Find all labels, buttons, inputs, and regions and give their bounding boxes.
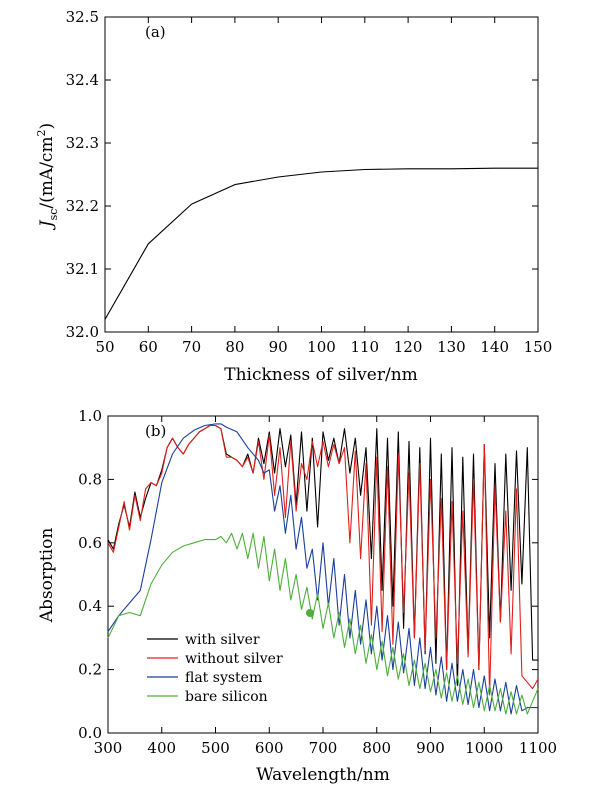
- panel-a-label: (a): [145, 23, 166, 41]
- panel-a-frame: [104, 16, 539, 333]
- y-tick-label: 0.2: [78, 661, 102, 679]
- legend: with silver without silver flat system bare…: [147, 632, 283, 705]
- x-tick-label: 800: [362, 739, 391, 757]
- x-tick-label: 600: [255, 739, 284, 757]
- x-tick-label: 130: [437, 338, 466, 356]
- panel-b-ticks: 300 400 500 600 700 800 900 1000 1100 0.0 0.2 0.4 0.…: [78, 407, 557, 757]
- x-tick-label: 120: [394, 338, 423, 356]
- panel-a-x-axis-label: Thickness of silver/nm: [224, 365, 418, 385]
- panel-a-plot-area: [104, 167, 538, 320]
- x-tick-label: 110: [350, 338, 379, 356]
- x-tick-label: 80: [225, 338, 244, 356]
- x-tick-label: 100: [307, 338, 336, 356]
- series-line-bare-silicon: [107, 532, 539, 715]
- legend-label: with silver: [185, 632, 260, 648]
- x-tick-label: 500: [201, 739, 230, 757]
- y-tick-label: 0.0: [78, 724, 102, 742]
- x-tick-label: 1100: [519, 739, 557, 757]
- x-tick-label: 150: [524, 338, 553, 356]
- y-tick-label: 0.6: [78, 534, 102, 552]
- x-tick-label: 50: [95, 338, 114, 356]
- legend-label: bare silicon: [185, 689, 268, 705]
- x-tick-label: 140: [480, 338, 509, 356]
- y-tick-label: 1.0: [78, 407, 102, 425]
- series-line-0: [104, 167, 538, 320]
- y-tick-label: 32.5: [66, 8, 99, 26]
- x-tick-label: 400: [147, 739, 176, 757]
- x-tick-label: 90: [269, 338, 288, 356]
- x-tick-label: 60: [139, 338, 158, 356]
- y-tick-label: 32.1: [66, 260, 99, 278]
- x-tick-label: 700: [309, 739, 338, 757]
- x-tick-label: 1000: [465, 739, 503, 757]
- x-tick-label: 300: [94, 739, 123, 757]
- x-tick-label: 900: [416, 739, 445, 757]
- panel-a-ticks: 50 60 70 80 90 100 110 120 130 140 150 32.0 32.1 32.2…: [66, 8, 553, 356]
- panel-b-x-axis-label: Wavelength/nm: [256, 765, 390, 785]
- panel-a: (a) Thickness of silver/nm Jsc/(mA/cm2) …: [35, 8, 552, 385]
- y-tick-label: 0.8: [78, 470, 102, 488]
- panel-b-plot-area: [107, 423, 539, 715]
- panel-b-label: (b): [145, 422, 166, 440]
- marker-dot: [306, 609, 314, 617]
- legend-label: flat system: [185, 670, 262, 686]
- panel-a-y-axis-label: Jsc/(mA/cm2): [35, 123, 60, 230]
- panel-b: (b) Wavelength/nm Absorption 300 400 500 60…: [37, 407, 557, 785]
- panel-b-y-axis-label: Absorption: [37, 528, 57, 624]
- y-tick-label: 0.4: [78, 597, 102, 615]
- series-line-flat-system: [107, 423, 538, 715]
- y-tick-label: 32.0: [66, 323, 99, 341]
- y-tick-label: 32.4: [66, 71, 99, 89]
- series-line-without-silver: [107, 424, 539, 696]
- legend-label: without silver: [185, 651, 283, 667]
- x-tick-label: 70: [182, 338, 201, 356]
- y-tick-label: 32.2: [66, 197, 99, 215]
- series-line-with-silver: [107, 424, 538, 687]
- y-tick-label: 32.3: [66, 134, 99, 152]
